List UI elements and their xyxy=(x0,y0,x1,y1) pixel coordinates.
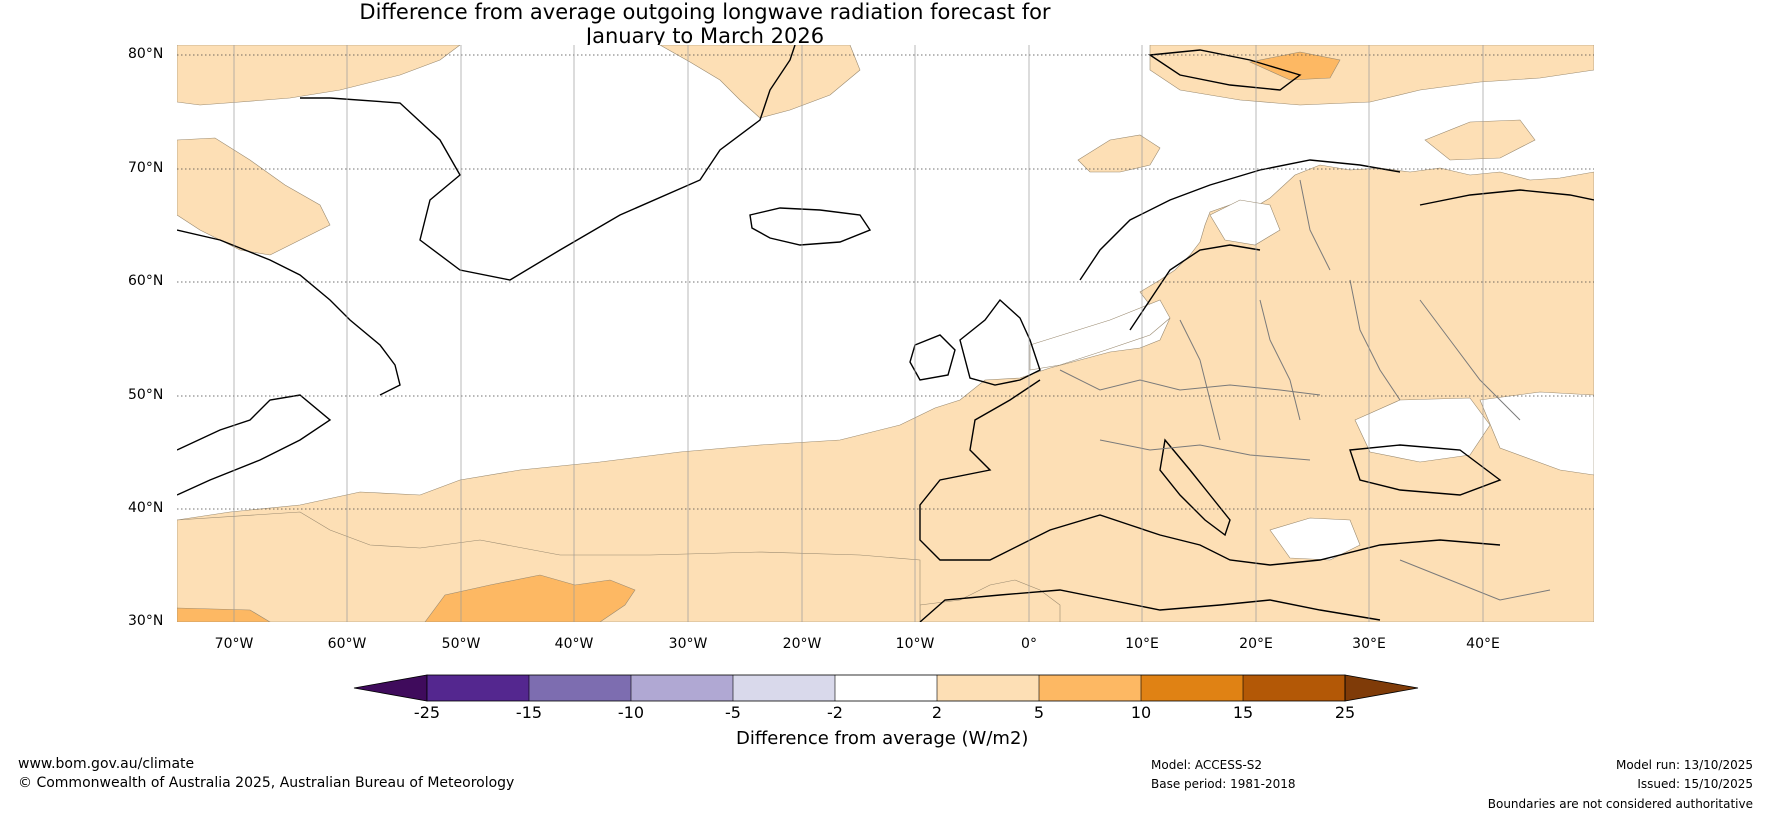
coastlines xyxy=(177,45,1594,622)
colorbar-tick-10: 10 xyxy=(1130,703,1152,722)
lon-label-50w: 50°W xyxy=(441,636,481,652)
coast-norway xyxy=(1079,159,1401,281)
coast-sweden xyxy=(1129,244,1261,331)
coast-russia-north xyxy=(1419,189,1594,206)
coast-iceland xyxy=(749,207,872,246)
neutral-region-scandinavia xyxy=(1209,199,1281,246)
lat-label-40n: 40°N xyxy=(128,500,164,516)
border-5 xyxy=(1099,439,1311,461)
issued-date: Issued: 15/10/2025 xyxy=(1637,777,1753,791)
coast-uk xyxy=(959,298,1041,386)
coast-ireland xyxy=(909,334,956,381)
anomaly-region-norwegian-sea xyxy=(1077,134,1161,173)
lon-label-30w: 30°W xyxy=(668,636,708,652)
border-2 xyxy=(1179,319,1221,441)
lon-label-10w: 10°W xyxy=(895,636,935,652)
colorbar-tick-5: 5 xyxy=(1033,703,1045,722)
colorbar-bin-2 xyxy=(529,675,631,701)
lon-label-0: 0° xyxy=(1021,636,1037,652)
lon-label-60w: 60°W xyxy=(327,636,367,652)
border-1 xyxy=(1059,369,1321,396)
colorbar-bin-3 xyxy=(631,675,733,701)
anomaly-region-strong-atlantic xyxy=(424,574,636,622)
border-6 xyxy=(1419,299,1521,421)
border-4 xyxy=(1349,279,1401,401)
lon-label-10e: 10°E xyxy=(1125,636,1159,652)
title-line-2: January to March 2026 xyxy=(585,24,825,48)
colorbar-bin-7 xyxy=(1039,675,1141,701)
map-title: Difference from average outgoing longwav… xyxy=(0,0,1410,48)
lat-label-50n: 50°N xyxy=(128,387,164,403)
colorbar-outline xyxy=(426,674,1346,702)
lon-label-70w: 70°W xyxy=(214,636,254,652)
lat-gridlines xyxy=(177,54,1594,510)
lon-label-30e: 30°E xyxy=(1352,636,1386,652)
coast-svalbard xyxy=(1147,49,1302,91)
coast-labrador xyxy=(177,394,332,496)
colorbar-tick-2: 2 xyxy=(931,703,943,722)
base-period: Base period: 1981-2018 xyxy=(1151,777,1296,791)
anomaly-region-greenland-sea xyxy=(659,45,861,119)
colorbar-over-arrow xyxy=(1344,674,1419,702)
colorbar-bin-5 xyxy=(835,675,937,701)
lon-gridlines xyxy=(233,45,1484,622)
coast-italy xyxy=(1159,438,1231,537)
lon-label-40w: 40°W xyxy=(554,636,594,652)
anomaly-layer xyxy=(177,45,1594,622)
colorbar-tick-neg15: -15 xyxy=(515,703,543,722)
model-run: Model run: 13/10/2025 xyxy=(1615,758,1753,772)
anomaly-region-strong-svalbard xyxy=(1249,51,1341,81)
border-7 xyxy=(1299,179,1331,271)
lat-label-80n: 80°N xyxy=(128,46,164,62)
colorbar-under-arrow xyxy=(353,674,428,702)
anomaly-region-europe-atlantic xyxy=(177,164,1594,622)
border-3 xyxy=(1259,299,1301,421)
colorbar-bin-1 xyxy=(427,675,529,701)
coast-black-sea xyxy=(1349,444,1502,496)
colorbar-bin-9 xyxy=(1243,675,1345,701)
lon-label-20w: 20°W xyxy=(782,636,822,652)
colorbar-tick-neg10: -10 xyxy=(617,703,645,722)
colorbar-tick-neg2: -2 xyxy=(827,703,843,722)
colorbar-bin-8 xyxy=(1141,675,1243,701)
anomaly-region-baffin xyxy=(177,137,331,256)
anomaly-region-strong-caribbean xyxy=(177,607,271,622)
anomaly-region-subtropical xyxy=(177,511,921,622)
coast-greenland xyxy=(329,45,796,281)
coast-baffin xyxy=(177,229,401,396)
coast-north-africa xyxy=(919,589,1381,622)
colorbar-tick-neg5: -5 xyxy=(725,703,741,722)
colorbar-tick-15: 15 xyxy=(1232,703,1254,722)
lat-label-30n: 30°N xyxy=(128,613,164,629)
coast-west-europe xyxy=(919,379,1501,566)
colorbar-label: Difference from average (W/m2) xyxy=(736,728,1029,749)
boundaries-disclaimer: Boundaries are not considered authoritat… xyxy=(1487,797,1753,811)
lon-label-40e: 40°E xyxy=(1466,636,1500,652)
borders xyxy=(1059,179,1551,601)
anomaly-region-north-atlantic-top xyxy=(177,45,461,106)
website-link[interactable]: www.bom.gov.au/climate xyxy=(18,756,195,772)
copyright-text: © Commonwealth of Australia 2025, Austra… xyxy=(18,775,515,791)
border-8 xyxy=(1399,559,1551,601)
colorbar-bin-6 xyxy=(937,675,1039,701)
lat-label-70n: 70°N xyxy=(128,160,164,176)
colorbar-tick-25: 25 xyxy=(1334,703,1356,722)
colorbar-tick-neg25: -25 xyxy=(413,703,441,722)
anomaly-region-barents xyxy=(1424,119,1536,161)
title-line-1: Difference from average outgoing longwav… xyxy=(359,0,1051,24)
neutral-region-eastern-med xyxy=(1269,517,1361,561)
model-name: Model: ACCESS-S2 xyxy=(1151,758,1263,772)
neutral-region-caspian xyxy=(1479,391,1594,476)
colorbar-bin-4 xyxy=(733,675,835,701)
colorbar-dividers xyxy=(528,675,1244,701)
lat-label-60n: 60°N xyxy=(128,273,164,289)
lon-label-20e: 20°E xyxy=(1239,636,1273,652)
